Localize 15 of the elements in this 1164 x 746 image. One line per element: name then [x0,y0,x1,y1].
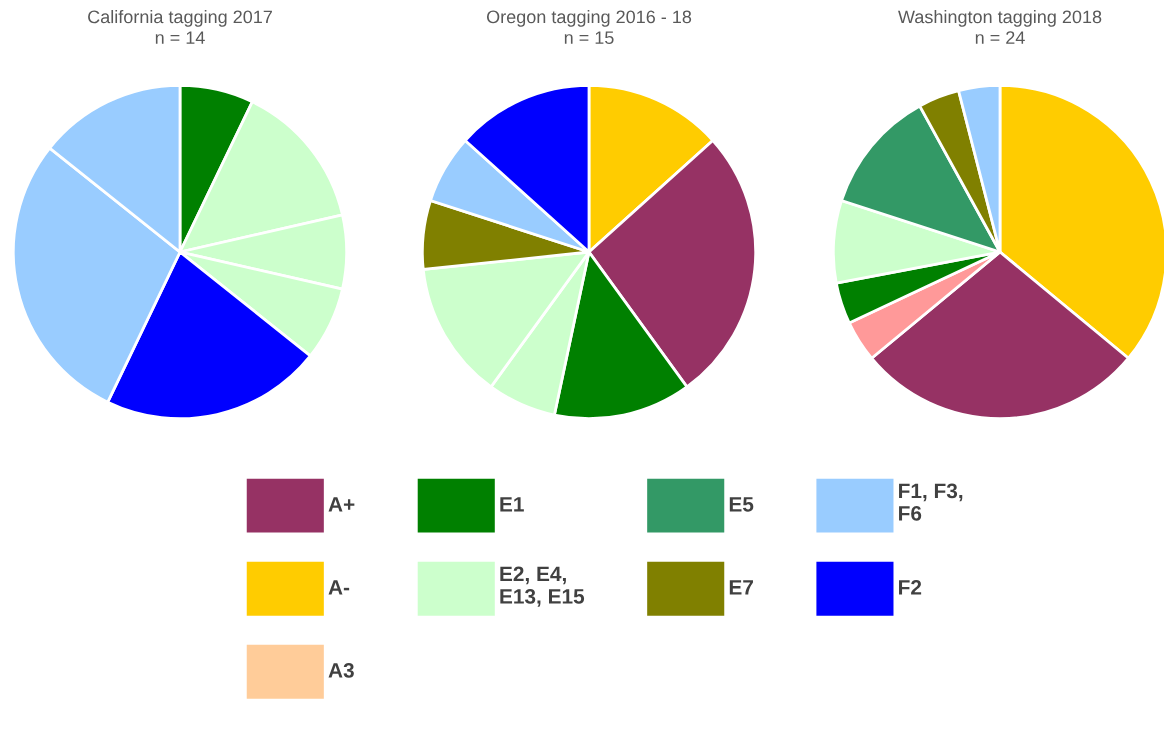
chart-title: Oregon tagging 2016 - 18 [486,10,692,27]
chart-subtitle: n = 24 [975,31,1025,44]
category-label: A3 [328,662,354,678]
category-label: A- [328,580,350,595]
category-label: E5 [729,497,754,512]
category-label: E1 [500,497,524,512]
chart-subtitle: n = 14 [155,31,205,44]
category-label: E2, E4, E13, E15 [500,566,585,607]
category-label: F2 [899,579,922,595]
chart-title: Washington tagging 2018 [898,10,1102,27]
chart-subtitle: n = 15 [564,31,614,45]
category-label: A+ [328,497,355,512]
chart-title: California tagging 2017 [88,10,272,27]
category-label: F1, F3, F6 [899,483,963,521]
category-label: E7 [729,580,753,595]
